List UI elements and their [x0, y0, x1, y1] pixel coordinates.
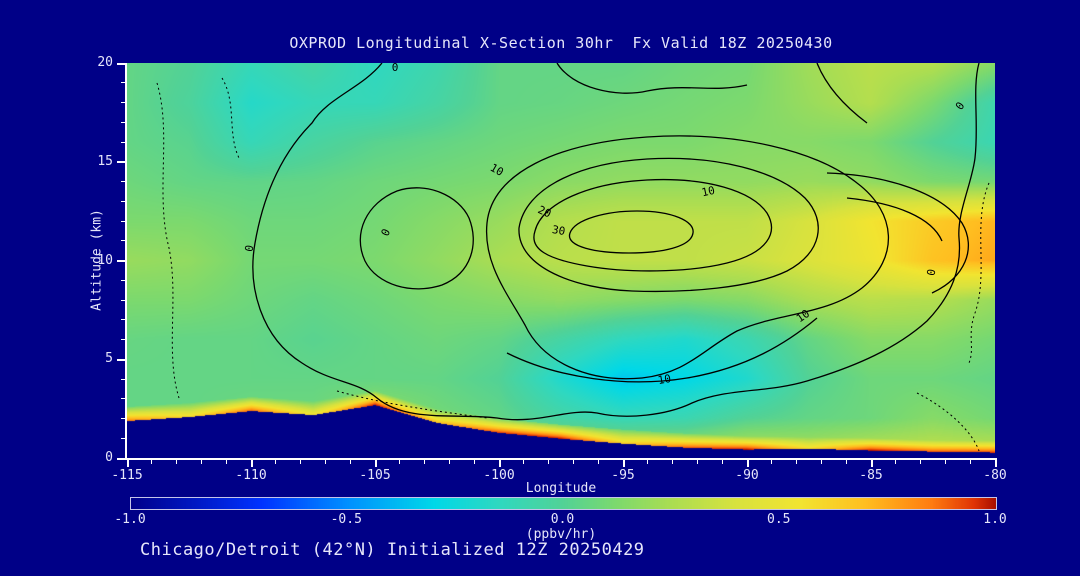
y-minor-tick [121, 240, 125, 242]
y-minor-tick [121, 82, 125, 84]
x-minor-tick [473, 460, 475, 464]
y-tick-label: 20 [97, 55, 113, 70]
x-major-tick [622, 460, 625, 467]
colorbar-tick-label: -0.5 [330, 512, 362, 527]
y-minor-tick [121, 121, 125, 123]
x-axis-line [125, 458, 997, 460]
x-tick-label: -110 [235, 468, 267, 483]
x-minor-tick [672, 460, 674, 464]
y-minor-tick [121, 437, 125, 439]
x-major-tick [994, 460, 997, 467]
y-minor-tick [121, 319, 125, 321]
x-minor-tick [300, 460, 302, 464]
x-minor-tick [151, 460, 153, 464]
y-major-tick [117, 161, 125, 164]
x-axis-ticks [126, 460, 997, 469]
x-major-tick [498, 460, 501, 467]
x-minor-tick [399, 460, 401, 464]
y-major-tick [117, 62, 125, 65]
colorbar-tick-label: 1.0 [983, 512, 1007, 527]
x-tick-label: -85 [859, 468, 883, 483]
y-tick-labels: 0 5 10 15 20 [55, 55, 113, 465]
chart-title: OXPROD Longitudinal X-Section 30hr Fx Va… [289, 34, 833, 52]
y-major-tick [117, 358, 125, 361]
x-tick-label: -100 [483, 468, 515, 483]
y-tick-label: 0 [105, 450, 113, 465]
x-minor-tick [647, 460, 649, 464]
y-tick-label: 15 [97, 153, 113, 169]
y-minor-tick [121, 398, 125, 400]
x-minor-tick [771, 460, 773, 464]
x-minor-tick [820, 460, 822, 464]
x-minor-tick [424, 460, 426, 464]
colorbar-units: (ppbv/hr) [525, 527, 597, 542]
x-minor-tick [696, 460, 698, 464]
x-minor-tick [920, 460, 922, 464]
x-minor-tick [324, 460, 326, 464]
x-minor-tick [176, 460, 178, 464]
x-minor-tick [845, 460, 847, 464]
x-minor-tick [969, 460, 971, 464]
y-minor-tick [121, 418, 125, 419]
y-minor-tick [121, 220, 125, 222]
y-tick-label: 10 [97, 252, 113, 268]
y-minor-tick [121, 299, 125, 301]
x-tick-labels: -115 -110 -105 -100 -95 -90 -85 -80 [111, 468, 1006, 484]
x-minor-tick [448, 460, 450, 464]
x-major-tick [126, 460, 129, 467]
x-major-tick [374, 460, 377, 467]
x-minor-tick [200, 460, 202, 464]
caption: Chicago/Detroit (42°N) Initialized 12Z 2… [140, 540, 645, 560]
plot-area: 0 0 0 10 20 30 10 0 0 10 10 [127, 63, 995, 458]
x-minor-tick [721, 460, 723, 464]
colorbar-tick-labels: -1.0 -0.5 0.0 0.5 1.0 [114, 512, 1006, 527]
x-minor-tick [572, 460, 574, 464]
x-major-tick [250, 460, 253, 467]
y-axis-line [125, 63, 127, 460]
x-minor-tick [349, 460, 351, 464]
colorbar [130, 497, 997, 510]
colorbar-tick-label: 0.0 [550, 512, 575, 527]
x-minor-tick [225, 460, 227, 464]
y-minor-tick [121, 181, 125, 182]
y-minor-tick [121, 378, 125, 380]
x-tick-label: -90 [735, 468, 759, 483]
y-minor-tick [121, 200, 125, 202]
y-minor-tick [121, 279, 125, 281]
x-minor-tick [523, 460, 525, 464]
heatmap-canvas [127, 63, 995, 458]
colorbar-tick-label: 0.5 [767, 512, 791, 527]
x-tick-label: -105 [359, 468, 391, 483]
x-tick-label: -115 [111, 468, 143, 483]
y-minor-tick [121, 102, 125, 103]
x-minor-tick [944, 460, 946, 464]
x-major-tick [746, 460, 749, 467]
x-tick-label: -80 [983, 468, 1007, 483]
colorbar-tick-label: -1.0 [114, 512, 146, 527]
y-axis-ticks [115, 62, 125, 460]
x-minor-tick [548, 460, 550, 464]
x-axis-label: Longitude [525, 481, 597, 496]
x-minor-tick [895, 460, 897, 464]
x-minor-tick [597, 460, 599, 464]
x-minor-tick [796, 460, 798, 464]
y-tick-label: 5 [105, 351, 113, 367]
x-major-tick [870, 460, 873, 467]
x-minor-tick [275, 460, 277, 464]
y-minor-tick [121, 339, 125, 340]
y-minor-tick [121, 141, 125, 143]
y-major-tick [117, 260, 125, 262]
x-tick-label: -95 [611, 468, 635, 483]
y-major-tick [117, 457, 125, 460]
